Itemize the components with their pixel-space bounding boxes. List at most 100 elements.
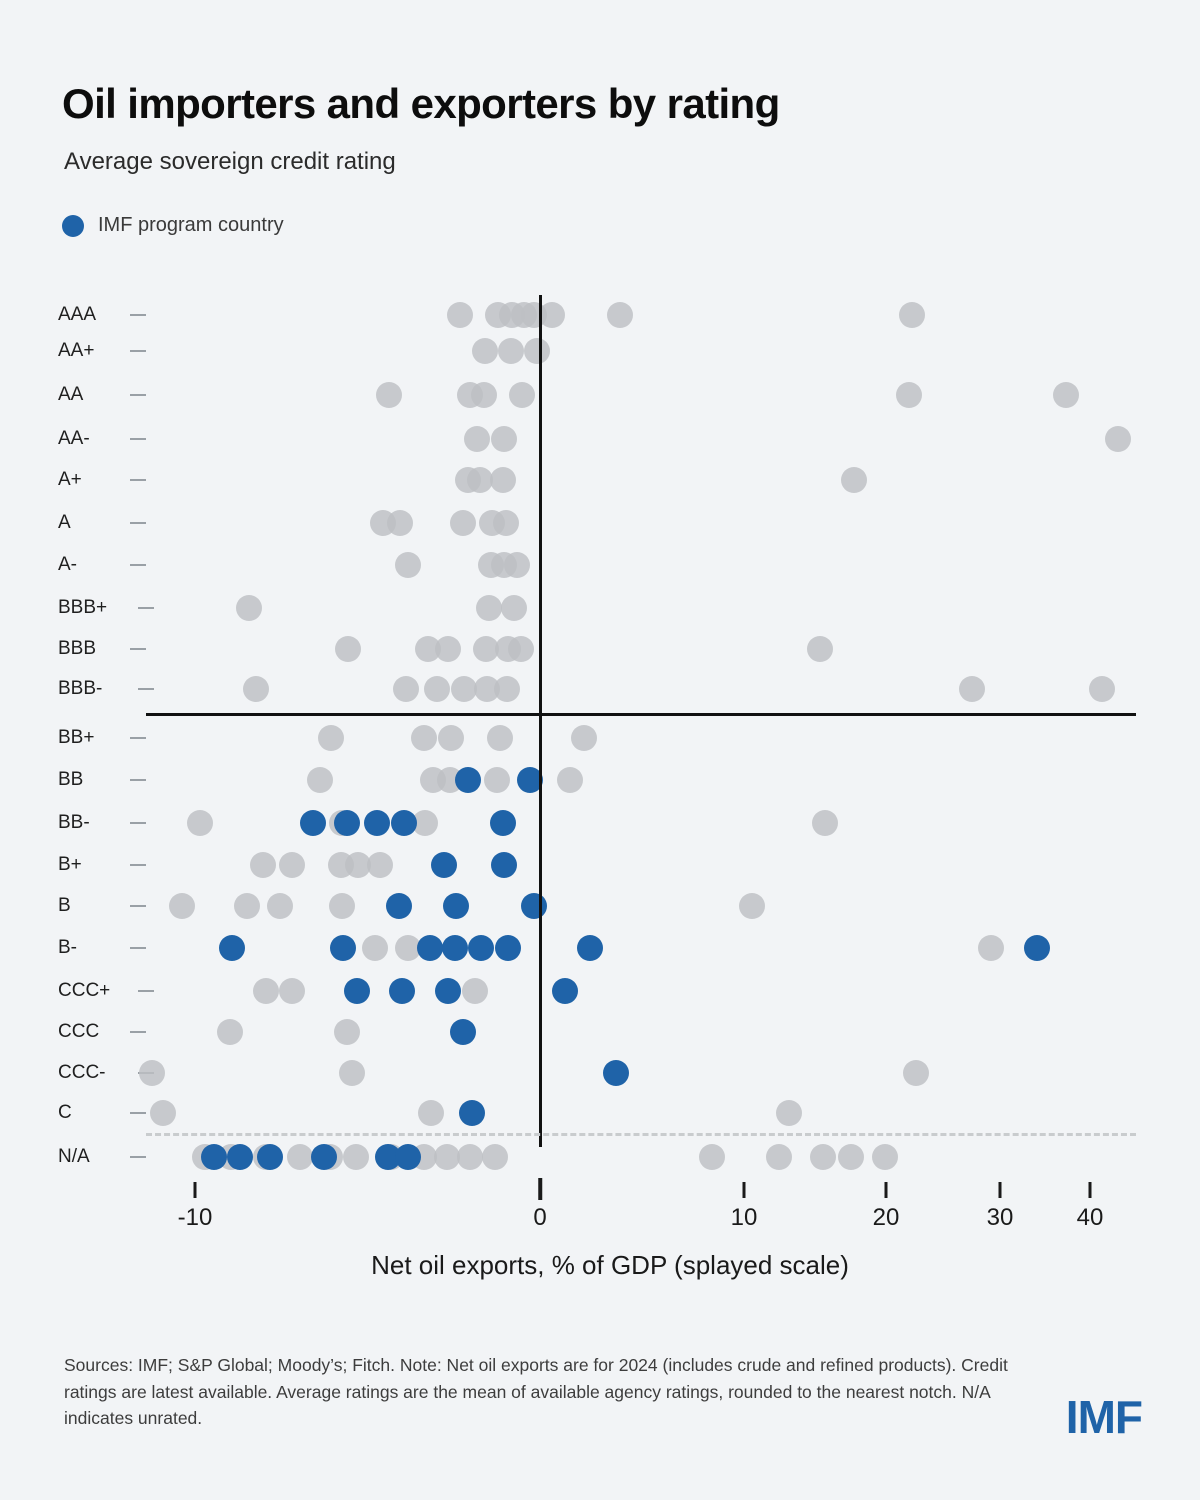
scatter-point-rated [490,467,516,493]
scatter-point-rated [493,510,519,536]
scatter-point-rated [253,978,279,1004]
scatter-point-rated [447,302,473,328]
scatter-point-rated [335,636,361,662]
scatter-point-rated [393,676,419,702]
y-tick-label: AA- [58,428,90,449]
scatter-point-rated [279,852,305,878]
scatter-point-rated [334,1019,360,1045]
scatter-point-rated [896,382,922,408]
y-tick-dash [130,864,146,866]
scatter-point-rated [472,338,498,364]
y-tick-dash [138,688,154,690]
scatter-point-imf-program [364,810,390,836]
scatter-point-rated [504,552,530,578]
scatter-point-rated [362,935,388,961]
scatter-point-rated [482,1144,508,1170]
y-tick-label: A+ [58,469,82,490]
scatter-point-rated [508,636,534,662]
scatter-point-imf-program [300,810,326,836]
scatter-point-rated [476,595,502,621]
scatter-point-imf-program [330,935,356,961]
y-tick-label: BBB+ [58,597,108,618]
scatter-point-rated [838,1144,864,1170]
scatter-point-imf-program [386,893,412,919]
x-tick-mark [998,1182,1002,1198]
scatter-point-rated [571,725,597,751]
scatter-point-rated [807,636,833,662]
scatter-point-rated [484,767,510,793]
y-tick-label: A [58,512,71,533]
scatter-point-imf-program [1024,935,1050,961]
scatter-point-rated [217,1019,243,1045]
y-tick-dash [130,947,146,949]
x-tick-label: 20 [872,1204,900,1231]
scatter-point-imf-program [227,1144,253,1170]
scatter-point-rated [872,1144,898,1170]
x-tick-label: 10 [730,1204,758,1231]
scatter-point-rated [539,302,565,328]
y-tick-label: CCC- [58,1062,106,1083]
y-tick-dash [130,438,146,440]
scatter-point-rated [267,893,293,919]
scatter-point-rated [411,725,437,751]
scatter-point-rated [467,467,493,493]
y-tick-label: AAA [58,304,97,325]
scatter-point-imf-program [443,893,469,919]
y-tick-label: C [58,1102,72,1123]
x-tick-mark [193,1182,197,1198]
y-tick-label: B [58,895,71,916]
scatter-point-rated [367,852,393,878]
scatter-point-imf-program [521,893,547,919]
scatter-point-rated [329,893,355,919]
scatter-point-rated [812,810,838,836]
scatter-point-rated [451,676,477,702]
zero-reference-line [539,295,542,1147]
scatter-point-rated [438,725,464,751]
y-tick-label: BB [58,769,84,790]
x-axis-title: Net oil exports, % of GDP (splayed scale… [371,1250,849,1280]
y-tick-dash [130,737,146,739]
scatter-point-rated [418,1100,444,1126]
scatter-point-rated [139,1060,165,1086]
scatter-point-imf-program [344,978,370,1004]
scatter-point-rated [959,676,985,702]
scatter-point-rated [699,1144,725,1170]
y-tick-dash [130,314,146,316]
scatter-point-rated [279,978,305,1004]
y-tick-dash [130,905,146,907]
y-tick-label: BB- [58,812,90,833]
y-tick-dash [130,1031,146,1033]
scatter-point-rated [395,935,421,961]
scatter-point-rated [395,552,421,578]
x-tick-label: 40 [1076,1204,1104,1231]
scatter-point-rated [462,978,488,1004]
scatter-point-rated [524,338,550,364]
scatter-point-rated [236,595,262,621]
chart-subtitle: Average sovereign credit rating [64,148,396,175]
scatter-point-imf-program [450,1019,476,1045]
scatter-point-rated [766,1144,792,1170]
y-tick-dash [130,822,146,824]
unrated-divider-line [146,1133,1136,1136]
scatter-point-rated [457,1144,483,1170]
scatter-point-rated [498,338,524,364]
y-tick-label: N/A [58,1146,90,1167]
scatter-point-imf-program [495,935,521,961]
y-tick-label: B- [58,937,77,958]
y-tick-label: CCC [58,1021,100,1042]
y-tick-label: A- [58,554,77,575]
y-tick-label: B+ [58,854,82,875]
scatter-point-rated [899,302,925,328]
scatter-point-rated [903,1060,929,1086]
y-tick-label: CCC+ [58,980,111,1001]
scatter-point-rated [494,676,520,702]
scatter-point-rated [1089,676,1115,702]
scatter-point-imf-program [468,935,494,961]
x-tick-mark [1088,1182,1092,1198]
y-tick-label: AA+ [58,340,95,361]
scatter-point-rated [607,302,633,328]
data-points-layer [0,275,1200,1180]
scatter-point-rated [387,510,413,536]
x-tick-label: 0 [533,1204,547,1231]
scatter-point-rated [487,725,513,751]
